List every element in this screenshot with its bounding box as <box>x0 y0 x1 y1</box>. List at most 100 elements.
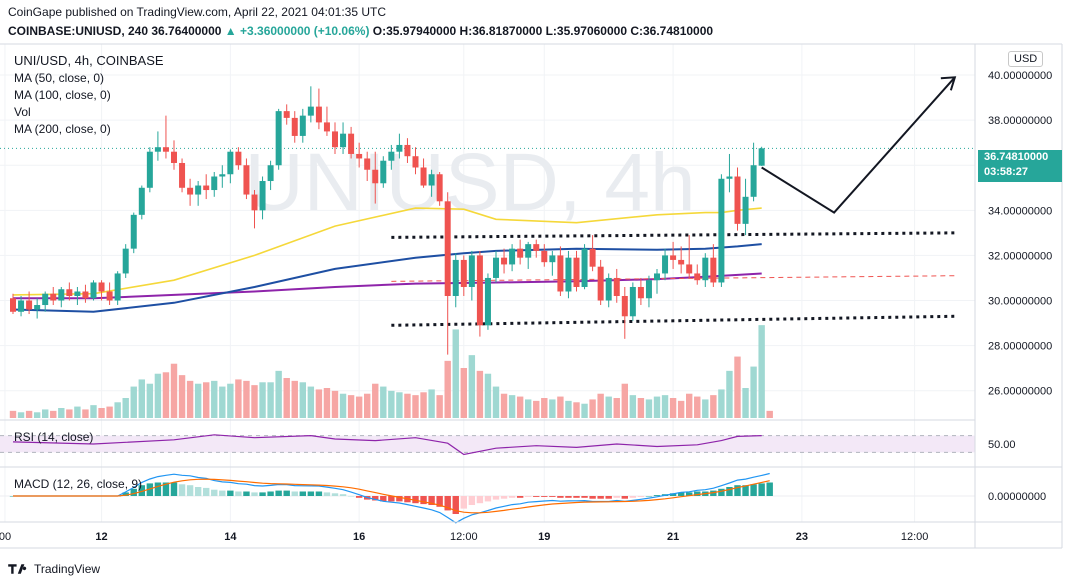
y-tick-label: 40.00000000 <box>988 70 1052 82</box>
candle-body <box>629 286 636 317</box>
candle-body <box>154 147 161 152</box>
candle-body <box>581 248 588 287</box>
candle <box>444 192 451 355</box>
legend-ma200[interactable]: MA (200, close, 0) <box>14 122 111 136</box>
macd-hist-bar <box>291 491 298 496</box>
legend-rsi[interactable]: RSI (14, close) <box>14 430 94 444</box>
candle <box>412 147 419 175</box>
volume-bar <box>331 390 339 418</box>
candle <box>235 147 242 170</box>
candle <box>42 291 49 312</box>
candle-body <box>710 257 717 283</box>
volume-bar <box>194 383 202 418</box>
candle-body <box>742 196 749 224</box>
candle <box>323 106 330 136</box>
publisher-line: CoinGape published on TradingView.com, A… <box>8 5 387 19</box>
macd-hist-bar <box>235 491 242 496</box>
ma100-line <box>12 243 762 313</box>
candle-body <box>645 280 652 299</box>
volume-bar <box>307 386 315 418</box>
macd-hist-bar <box>259 492 266 496</box>
candle-body <box>670 255 677 260</box>
candle-body <box>42 293 49 306</box>
candle-body <box>476 255 483 326</box>
macd-hist-bar <box>267 491 274 496</box>
volume-bar <box>597 393 604 418</box>
volume-bar <box>33 412 41 418</box>
candle-body <box>98 282 105 292</box>
macd-hist-bar <box>573 496 580 498</box>
candle <box>742 178 749 236</box>
candle-body <box>227 151 234 175</box>
candle-body <box>702 257 709 281</box>
candlesticks[interactable] <box>10 86 765 355</box>
candle <box>251 190 258 229</box>
volume-bar <box>170 363 178 418</box>
candle <box>307 86 314 123</box>
volume-bar <box>621 383 628 418</box>
candle-body <box>613 277 620 296</box>
macd-hist-bar <box>162 482 170 496</box>
macd-hist-bar <box>331 493 339 496</box>
legend-vol[interactable]: Vol <box>14 105 31 119</box>
candle <box>340 122 347 154</box>
legend-ma100[interactable]: MA (100, close, 0) <box>14 88 111 102</box>
macd-hist-bar <box>525 496 532 497</box>
legend-pair: UNI/USD, 4h, COINBASE <box>14 53 164 68</box>
macd-hist-bar <box>299 491 306 496</box>
candle-body <box>18 300 25 312</box>
candle-body <box>605 277 612 301</box>
candle <box>428 169 435 197</box>
candle-body <box>58 289 65 301</box>
macd-hist-bar <box>396 496 403 502</box>
candle-body <box>718 178 725 283</box>
legend-macd[interactable]: MACD (12, 26, close, 9) <box>14 477 143 491</box>
candle <box>621 286 628 339</box>
volume-bar <box>468 355 476 418</box>
candle-body <box>662 255 669 274</box>
macd-hist-bar <box>637 496 645 497</box>
macd-hist-bar <box>629 496 637 498</box>
macd-hist-bar <box>436 496 443 507</box>
candle-body <box>686 264 693 274</box>
candle <box>460 255 467 296</box>
tradingview-brand: TradingView <box>34 562 101 576</box>
rsi-band <box>0 435 975 453</box>
ohlc: O:35.97940000 H:36.81870000 L:35.9706000… <box>372 24 714 38</box>
macd-hist-bar <box>653 495 661 496</box>
volume-bar <box>347 395 355 418</box>
candle <box>122 244 129 278</box>
macd-hist-bar <box>613 496 620 498</box>
candle <box>436 172 443 206</box>
rsi-line <box>12 434 762 456</box>
macd-hist-bar <box>194 487 202 496</box>
candle <box>396 133 403 159</box>
currency-button[interactable]: USD <box>1008 51 1044 67</box>
volume-bar <box>412 395 419 418</box>
macd-hist-bar <box>412 496 419 504</box>
candle <box>203 174 210 200</box>
macd-hist-bar <box>516 496 524 498</box>
candle <box>645 275 652 308</box>
macd-axis-label: 0.00000000 <box>988 491 1046 503</box>
volume-bar <box>130 386 137 418</box>
candle <box>162 115 169 159</box>
x-tick-label: 14 <box>224 531 237 543</box>
volume-bar <box>291 380 298 418</box>
macd-hist-bar <box>484 496 492 502</box>
macd-hist-bar <box>581 496 588 498</box>
candle <box>34 298 41 319</box>
candle-body <box>114 273 121 301</box>
macd-hist-bar <box>186 485 194 496</box>
candle <box>299 108 306 143</box>
candle-body <box>621 296 628 317</box>
x-tick-label: 12 <box>95 531 107 543</box>
macd-hist-bar <box>315 491 323 496</box>
tradingview-footer[interactable]: TradingView <box>8 562 100 576</box>
candle <box>702 253 709 287</box>
volume-bar <box>581 403 588 418</box>
candle-body <box>162 147 169 152</box>
legend-ma50[interactable]: MA (50, close, 0) <box>14 71 105 85</box>
volume-bar <box>629 395 637 418</box>
